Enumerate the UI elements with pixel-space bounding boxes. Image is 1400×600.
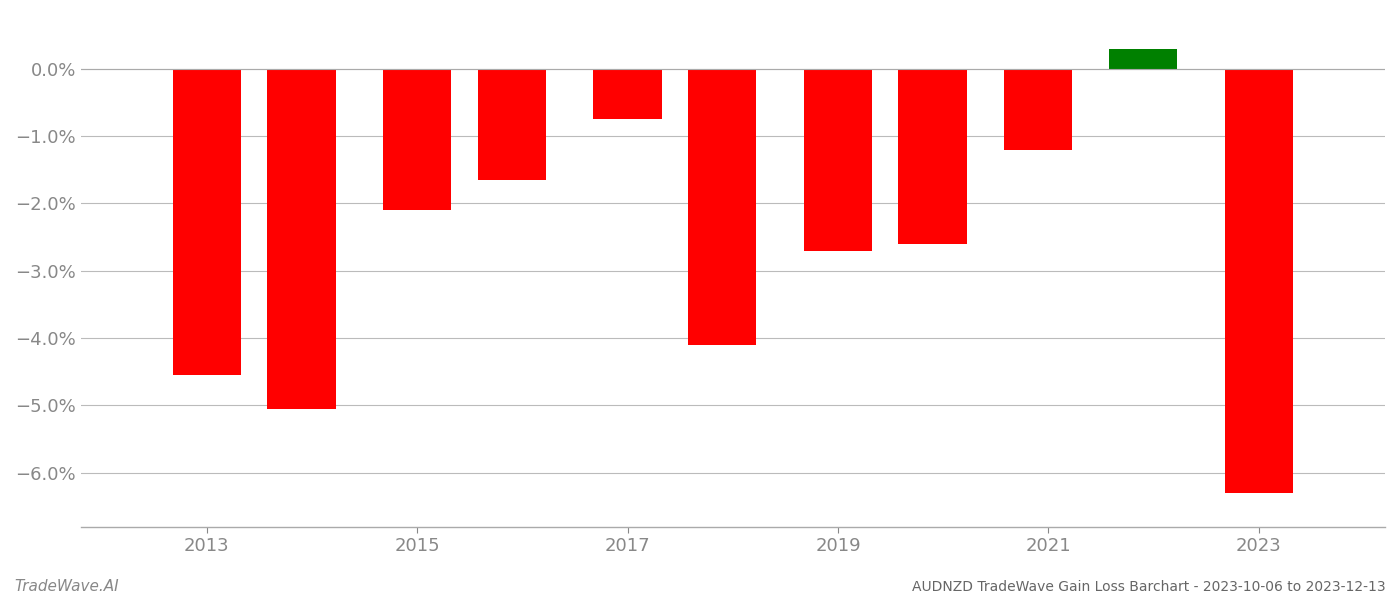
Bar: [267, 69, 336, 409]
Bar: [477, 69, 546, 180]
Bar: [594, 69, 662, 119]
Bar: [687, 69, 756, 345]
Text: AUDNZD TradeWave Gain Loss Barchart - 2023-10-06 to 2023-12-13: AUDNZD TradeWave Gain Loss Barchart - 20…: [913, 580, 1386, 594]
Text: TradeWave.AI: TradeWave.AI: [14, 579, 119, 594]
Bar: [899, 69, 967, 244]
Bar: [384, 69, 451, 210]
Bar: [1109, 49, 1177, 69]
Bar: [804, 69, 872, 251]
Bar: [1004, 69, 1072, 149]
Bar: [1225, 69, 1294, 493]
Bar: [172, 69, 241, 375]
